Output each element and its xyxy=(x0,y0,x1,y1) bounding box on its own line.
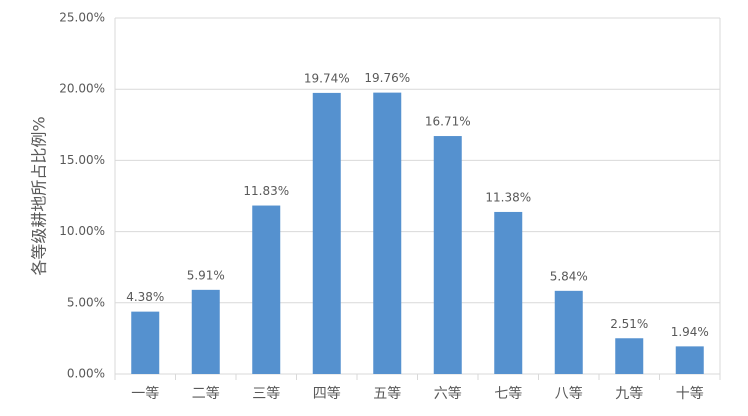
y-tick-label: 10.00% xyxy=(59,224,105,238)
x-tick-label: 二等 xyxy=(192,385,220,402)
y-tick-label: 0.00% xyxy=(67,367,105,381)
data-label: 1.94% xyxy=(671,325,709,339)
x-tick-label: 五等 xyxy=(373,385,401,402)
x-tick-label: 四等 xyxy=(313,385,341,402)
y-tick-label: 20.00% xyxy=(59,82,105,96)
bar xyxy=(554,290,583,374)
bar xyxy=(615,338,644,374)
y-tick-label: 25.00% xyxy=(59,11,105,25)
bar xyxy=(433,136,462,374)
x-tick-label: 七等 xyxy=(494,385,522,402)
data-label: 5.91% xyxy=(187,268,225,282)
x-tick-label: 三等 xyxy=(252,385,280,402)
data-label: 11.38% xyxy=(485,190,531,204)
data-label: 5.84% xyxy=(550,269,588,283)
bar xyxy=(373,92,402,374)
x-tick-label: 十等 xyxy=(676,385,704,402)
y-tick-label: 5.00% xyxy=(67,295,105,309)
data-label: 11.83% xyxy=(243,184,289,198)
x-tick-label: 六等 xyxy=(434,385,462,402)
data-label: 4.38% xyxy=(126,290,164,304)
data-label: 19.76% xyxy=(364,71,410,85)
x-tick-label: 一等 xyxy=(131,385,159,402)
bar xyxy=(252,205,281,374)
bar xyxy=(494,211,523,374)
x-tick-label: 八等 xyxy=(555,385,583,402)
data-label: 16.71% xyxy=(425,115,471,129)
bar xyxy=(131,311,160,374)
data-label: 2.51% xyxy=(610,317,648,331)
x-tick-label: 九等 xyxy=(615,385,643,402)
bar xyxy=(191,289,220,374)
y-axis-label: 各等级耕地所占比例% xyxy=(30,116,49,275)
y-tick-label: 15.00% xyxy=(59,153,105,167)
bar xyxy=(675,346,704,374)
data-label: 19.74% xyxy=(304,71,350,85)
bar xyxy=(312,92,341,374)
